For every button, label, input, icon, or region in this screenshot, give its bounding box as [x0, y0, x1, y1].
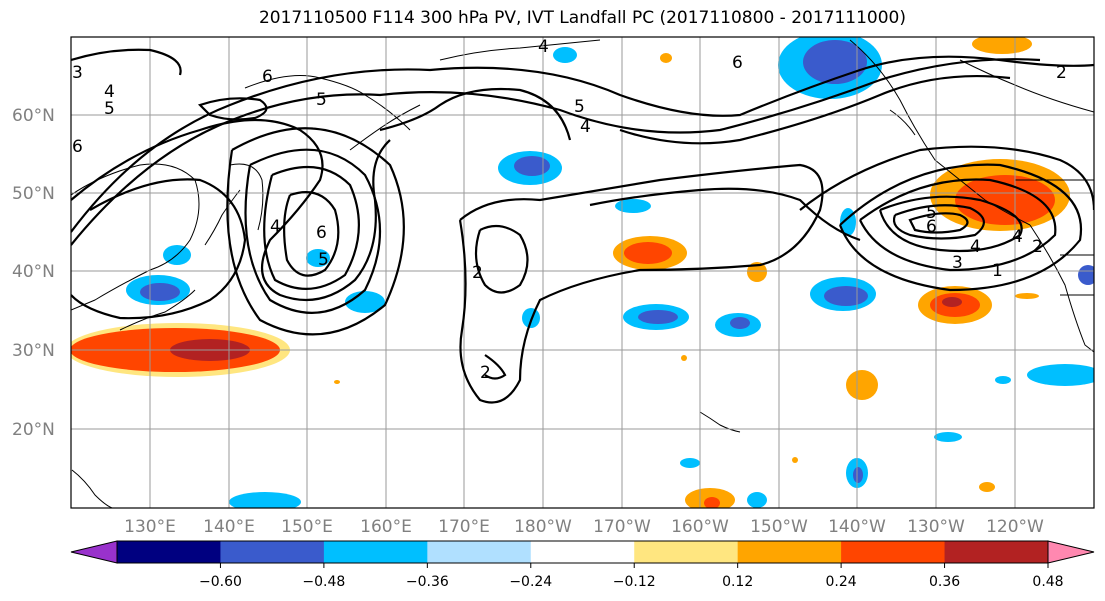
colorbar-tick-label: −0.12: [613, 574, 656, 590]
colorbar-tick-label: −0.60: [199, 574, 242, 590]
contour-label: 2: [472, 263, 483, 283]
contour-label: 4: [1012, 227, 1023, 247]
contour-label: 2: [1056, 63, 1067, 83]
map-title: 2017110500 F114 300 hPa PV, IVT Landfall…: [258, 8, 906, 28]
latitude-labels: 60°N 50°N 40°N 30°N 20°N: [12, 106, 55, 440]
lat-label: 20°N: [12, 420, 55, 440]
lon-label: 170°E: [438, 517, 490, 537]
colorbar: −0.60 −0.48 −0.36 −0.24 −0.12 0.12 0.24 0.36 0.4…: [70, 540, 1095, 590]
colorbar-segment: [634, 541, 739, 563]
colorbar-segment: [841, 541, 946, 563]
negative-anomaly-4: [345, 291, 385, 313]
positive-anomaly-3: [613, 236, 687, 270]
lon-label: 180°W: [514, 517, 572, 537]
contour-label: 5: [574, 97, 585, 117]
contour-label: 6: [262, 67, 273, 87]
positive-anomaly-4: [918, 286, 992, 324]
pv-anomaly-fills: [71, 37, 1094, 508]
colorbar-tick-label: 0.12: [722, 574, 753, 590]
colorbar-tick-label: 0.36: [929, 574, 960, 590]
lat-label: 30°N: [12, 341, 55, 361]
lon-label: 140°W: [828, 517, 886, 537]
contour-label: 3: [72, 63, 83, 83]
lon-label: 130°W: [907, 517, 965, 537]
colorbar-tick-label: −0.48: [302, 574, 345, 590]
lon-label: 120°W: [986, 517, 1044, 537]
positive-anomaly-2: [930, 159, 1070, 231]
colorbar-tick-label: 0.48: [1032, 574, 1063, 590]
colorbar-outline: [116, 540, 1049, 564]
pv-contours: [71, 48, 1094, 404]
colorbar-segment: [117, 541, 221, 563]
colorbar-tick-label: −0.24: [509, 574, 552, 590]
lon-label: 150°W: [750, 517, 808, 537]
lon-label: 150°E: [281, 517, 333, 537]
colorbar-tick-label: 0.24: [826, 574, 857, 590]
lon-label: 160°W: [671, 517, 729, 537]
contour-labels: 3 4 5 6 4 5 6 4 6 5 4 2 2 5 4 6 2 3 4 5 …: [72, 37, 1067, 383]
contour-label: 4: [538, 37, 549, 57]
contour-label: 6: [316, 223, 327, 243]
contour-label: 4: [970, 237, 981, 257]
contour-label: 6: [926, 217, 937, 237]
colorbar-tick-label: −0.36: [406, 574, 449, 590]
lon-label: 140°E: [203, 517, 255, 537]
colorbar-segment: [427, 541, 532, 563]
colorbar-segment: [944, 541, 1049, 563]
map-frame: [70, 36, 1095, 509]
negative-anomaly-2: [498, 151, 562, 185]
colorbar-extend-min: [70, 540, 118, 564]
lon-label: 130°E: [124, 517, 176, 537]
lat-label: 60°N: [12, 106, 55, 126]
lon-label: 170°W: [593, 517, 651, 537]
colorbar-extend-max: [1047, 540, 1095, 564]
colorbar-segment: [737, 541, 842, 563]
graticule: [71, 37, 1094, 508]
lat-label: 50°N: [12, 184, 55, 204]
contour-label: 5: [318, 250, 329, 270]
contour-label: 6: [732, 53, 743, 73]
colorbar-segment: [530, 541, 635, 563]
contour-label: 5: [104, 99, 115, 119]
contour-label: 5: [316, 90, 327, 110]
contour-label: 6: [72, 137, 83, 157]
contour-label: 4: [104, 82, 115, 102]
negative-anomaly-1: [778, 37, 882, 99]
contour-label: 5: [926, 203, 937, 223]
contour-label: 4: [580, 117, 591, 137]
contour-label: 4: [270, 217, 281, 237]
longitude-labels: 130°E 140°E 150°E 160°E 170°E 180°W 170°…: [124, 517, 1044, 537]
colorbar-segment: [323, 541, 428, 563]
contour-label: 2: [480, 363, 491, 383]
contour-label: 2: [1032, 237, 1043, 257]
contour-label: 3: [952, 253, 963, 273]
lon-label: 160°E: [360, 517, 412, 537]
lat-label: 40°N: [12, 262, 55, 282]
colorbar-segment: [220, 541, 325, 563]
contour-label: 1: [992, 261, 1003, 281]
